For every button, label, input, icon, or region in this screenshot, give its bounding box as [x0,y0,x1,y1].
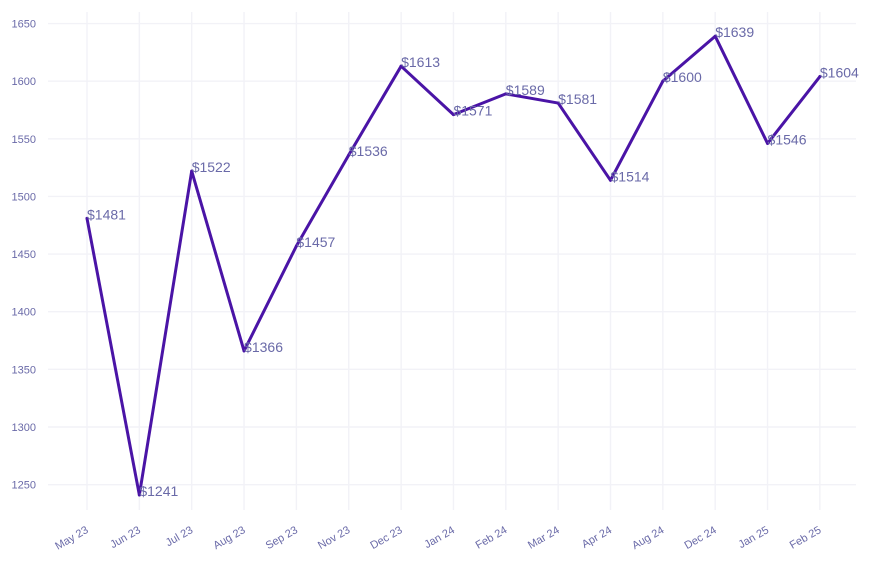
data-point [347,153,351,157]
data-label: $1366 [244,339,283,355]
y-tick-label: 1400 [12,307,36,319]
y-tick-label: 1600 [12,76,36,88]
x-tick-label: Feb 24 [474,524,510,552]
y-tick-label: 1550 [12,134,36,146]
x-tick-label: May 23 [53,524,90,552]
data-point [818,75,822,79]
data-label: $1457 [296,234,335,250]
y-tick-label: 1250 [12,480,36,492]
data-point [713,34,717,38]
data-label: $1589 [506,82,545,98]
data-point [137,493,141,497]
x-tick-label: Feb 25 [788,524,824,552]
data-point [85,216,89,220]
y-tick-label: 1300 [12,422,36,434]
y-axis: 1250 1300 1350 1400 1450 1500 1550 1600 1650 [12,19,36,492]
x-tick-label: Aug 23 [211,524,247,552]
data-point [190,169,194,173]
x-axis: May 23 Jun 23 Jul 23 Aug 23 Sep 23 Nov 23 Dec … [53,524,823,552]
x-tick-label: Nov 23 [316,524,352,552]
data-point [661,79,665,83]
y-tick-label: 1500 [12,191,36,203]
data-point [242,349,246,353]
data-label: $1481 [87,206,126,222]
x-tick-label: Aug 24 [630,524,666,552]
data-point [504,92,508,96]
data-label: $1571 [453,103,492,119]
data-point [399,64,403,68]
data-point [451,113,455,117]
data-labels: $1481 $1241 $1522 $1366 $1457 $1536 $1613 $1571… [87,24,859,499]
x-tick-label: Sep 23 [264,524,300,552]
series-layer [85,34,822,497]
y-tick-label: 1650 [12,19,36,31]
x-tick-label: Jan 24 [422,524,457,551]
y-tick-label: 1350 [12,364,36,376]
x-tick-label: Dec 24 [683,524,719,552]
y-tick-label: 1450 [12,249,36,261]
data-point [294,244,298,248]
grid [48,12,856,510]
data-label: $1241 [139,483,178,499]
x-tick-label: Dec 23 [368,524,404,552]
x-tick-label: Jun 23 [108,524,143,551]
data-label: $1514 [611,168,650,184]
data-label: $1613 [401,54,440,70]
data-label: $1546 [768,131,807,147]
data-point [766,141,770,145]
data-label: $1581 [558,91,597,107]
data-label: $1639 [715,24,754,40]
data-label: $1522 [192,159,231,175]
x-tick-label: Apr 24 [580,524,614,551]
data-label: $1604 [820,65,859,81]
x-tick-label: Mar 24 [526,524,562,552]
x-tick-label: Jul 23 [164,524,195,549]
data-point [609,178,612,182]
data-point [556,101,560,105]
data-label: $1600 [663,69,702,85]
x-tick-label: Jan 25 [736,524,771,551]
data-label: $1536 [349,143,388,159]
